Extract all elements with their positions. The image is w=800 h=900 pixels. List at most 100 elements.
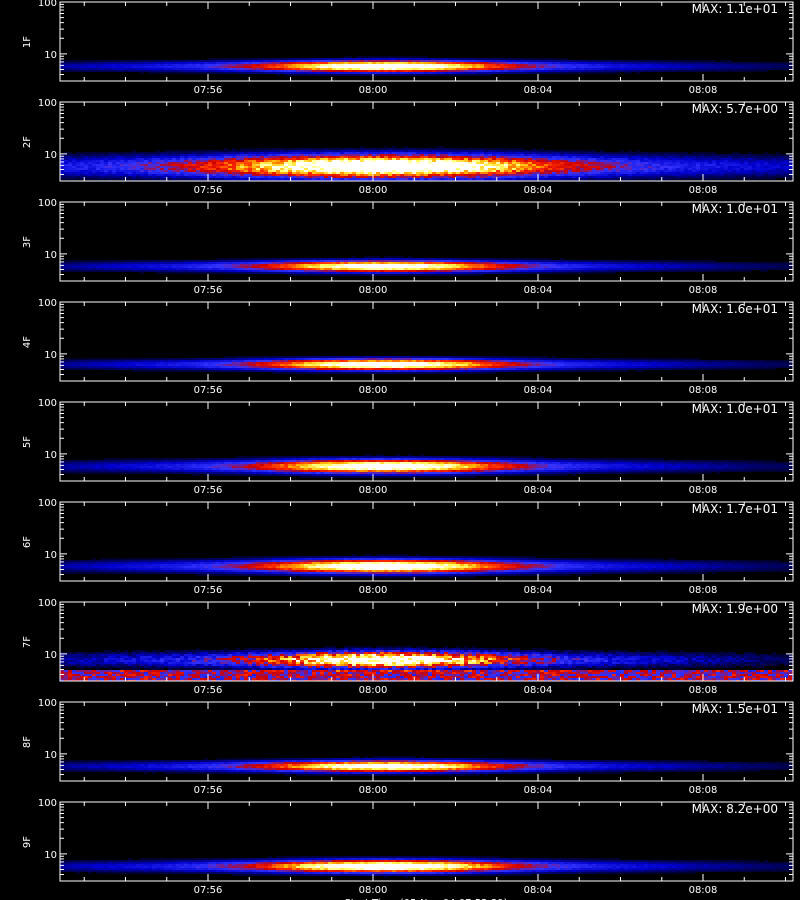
heat-cell: [376, 156, 380, 158]
heat-cell: [320, 168, 324, 170]
heat-cell: [612, 158, 616, 160]
heat-cell: [556, 152, 560, 154]
heat-cell: [588, 176, 592, 178]
heat-cell: [160, 264, 164, 266]
heat-cell: [644, 68, 648, 70]
heat-cell: [500, 164, 504, 166]
heat-cell: [512, 72, 516, 74]
heat-cell: [176, 150, 180, 152]
heat-cell: [412, 62, 416, 64]
heat-cell: [360, 148, 364, 150]
heat-cell: [148, 64, 152, 66]
heat-cell: [148, 152, 152, 154]
heat-cell: [688, 154, 692, 156]
heat-cell: [572, 60, 576, 62]
heat-cell: [648, 66, 652, 68]
heat-cell: [456, 58, 460, 60]
heat-cell: [152, 168, 156, 170]
heat-cell: [276, 158, 280, 160]
heat-cell: [536, 152, 540, 154]
heat-cell: [500, 68, 504, 70]
heat-cell: [304, 148, 308, 150]
heat-cell: [560, 176, 564, 178]
heat-cell: [320, 174, 324, 176]
heat-cell: [340, 154, 344, 156]
heat-cell: [404, 58, 408, 60]
heat-cell: [744, 70, 748, 72]
heat-cell: [208, 72, 212, 74]
heat-cell: [784, 62, 788, 64]
heat-cell: [240, 164, 244, 166]
heat-cell: [344, 262, 348, 264]
heat-cell: [436, 58, 440, 60]
heat-cell: [472, 156, 476, 158]
heat-cell: [484, 150, 488, 152]
heat-cell: [700, 66, 704, 68]
heat-cell: [720, 176, 724, 178]
heat-cell: [644, 66, 648, 68]
heat-cell: [676, 70, 680, 72]
heat-cell: [468, 152, 472, 154]
heat-cell: [272, 270, 276, 272]
heat-cell: [392, 64, 396, 66]
heat-cell: [644, 156, 648, 158]
heat-cell: [744, 158, 748, 160]
heat-cell: [356, 156, 360, 158]
heat-cell: [300, 168, 304, 170]
heat-cell: [152, 156, 156, 158]
heat-cell: [456, 164, 460, 166]
heat-cell: [356, 262, 360, 264]
heat-cell: [204, 264, 208, 266]
heat-cell: [772, 166, 776, 168]
heat-cell: [532, 176, 536, 178]
heat-cell: [704, 68, 708, 70]
heat-cell: [188, 170, 192, 172]
heat-cell: [600, 168, 604, 170]
heat-cell: [400, 148, 404, 150]
heat-cell: [424, 150, 428, 152]
heat-cell: [420, 174, 424, 176]
heat-cell: [156, 68, 160, 70]
heat-cell: [172, 270, 176, 272]
heat-cell: [312, 262, 316, 264]
heat-cell: [92, 260, 96, 262]
heat-cell: [356, 158, 360, 160]
heat-cell: [152, 72, 156, 74]
heat-cell: [712, 62, 716, 64]
heat-cell: [508, 70, 512, 72]
heat-cell: [260, 62, 264, 64]
heat-cell: [720, 158, 724, 160]
heat-cell: [200, 66, 204, 68]
heat-cell: [352, 170, 356, 172]
heat-cell: [496, 60, 500, 62]
heat-cell: [308, 264, 312, 266]
heat-cell: [76, 172, 80, 174]
heat-cell: [484, 152, 488, 154]
heat-cell: [408, 150, 412, 152]
heat-cell: [332, 168, 336, 170]
heat-cell: [536, 154, 540, 156]
heat-cell: [460, 176, 464, 178]
heat-cell: [344, 58, 348, 60]
heat-cell: [564, 178, 568, 180]
heat-cell: [464, 172, 468, 174]
heat-cell: [352, 60, 356, 62]
heat-cell: [156, 164, 160, 166]
heat-cell: [460, 72, 464, 74]
heat-cell: [212, 178, 216, 180]
heat-cell: [136, 64, 140, 66]
heat-cell: [404, 156, 408, 158]
heat-cell: [336, 258, 340, 260]
heat-cell: [716, 172, 720, 174]
heat-cell: [76, 162, 80, 164]
heat-cell: [616, 170, 620, 172]
heat-cell: [344, 68, 348, 70]
heat-cell: [292, 160, 296, 162]
heat-cell: [324, 158, 328, 160]
heat-cell: [584, 154, 588, 156]
heat-cell: [396, 58, 400, 60]
heat-cell: [372, 172, 376, 174]
heat-cell: [672, 64, 676, 66]
heat-cell: [76, 174, 80, 176]
heat-cell: [468, 156, 472, 158]
